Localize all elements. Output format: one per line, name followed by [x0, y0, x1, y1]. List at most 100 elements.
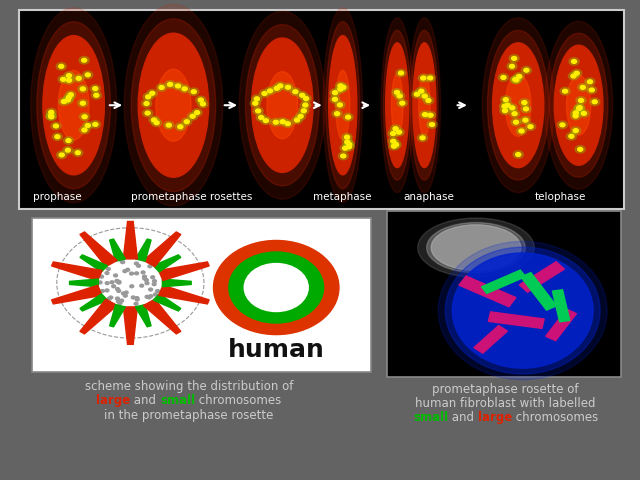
Circle shape [182, 118, 192, 126]
Circle shape [525, 123, 536, 131]
Circle shape [278, 118, 288, 125]
Circle shape [85, 73, 90, 77]
Circle shape [64, 94, 74, 101]
Circle shape [140, 284, 143, 287]
Circle shape [260, 117, 271, 124]
Circle shape [273, 120, 278, 124]
Polygon shape [80, 294, 108, 311]
Circle shape [74, 74, 84, 82]
Circle shape [143, 275, 147, 278]
Circle shape [283, 84, 293, 91]
Circle shape [519, 99, 529, 107]
Text: anaphase: anaphase [403, 192, 454, 202]
Circle shape [145, 282, 149, 285]
Circle shape [428, 76, 433, 80]
Circle shape [585, 78, 595, 85]
Polygon shape [124, 221, 138, 259]
Circle shape [345, 140, 350, 144]
Ellipse shape [452, 253, 593, 368]
Circle shape [147, 89, 157, 97]
Text: prometaphase rosette of: prometaphase rosette of [433, 383, 579, 396]
Circle shape [400, 101, 405, 105]
Text: chromosomes: chromosomes [195, 394, 282, 408]
Circle shape [152, 280, 156, 283]
Circle shape [117, 289, 121, 292]
Circle shape [513, 120, 518, 124]
Circle shape [184, 120, 189, 124]
Circle shape [426, 111, 436, 119]
Polygon shape [520, 262, 564, 292]
Circle shape [250, 99, 260, 107]
Circle shape [428, 113, 433, 117]
Circle shape [576, 96, 586, 104]
Polygon shape [481, 270, 525, 293]
Circle shape [560, 123, 565, 127]
Circle shape [577, 106, 582, 109]
Circle shape [344, 141, 355, 148]
Circle shape [85, 124, 90, 128]
Circle shape [66, 139, 71, 143]
Ellipse shape [138, 33, 209, 177]
Circle shape [563, 89, 568, 93]
Circle shape [116, 280, 120, 283]
Circle shape [412, 90, 422, 98]
Circle shape [571, 127, 581, 134]
Circle shape [574, 105, 584, 112]
Circle shape [420, 111, 430, 119]
Circle shape [522, 66, 532, 74]
Circle shape [67, 96, 72, 99]
Ellipse shape [239, 11, 325, 199]
Circle shape [499, 73, 509, 81]
Circle shape [244, 264, 308, 312]
Circle shape [116, 297, 120, 300]
Circle shape [509, 106, 515, 110]
Text: human: human [228, 338, 324, 362]
Circle shape [589, 88, 595, 92]
Polygon shape [159, 285, 209, 304]
Circle shape [196, 96, 206, 104]
Circle shape [59, 98, 69, 106]
Circle shape [392, 88, 402, 96]
Circle shape [83, 122, 93, 130]
Circle shape [145, 279, 148, 282]
Circle shape [507, 104, 517, 112]
Circle shape [64, 76, 74, 84]
Circle shape [344, 143, 354, 151]
Text: telophase: telophase [534, 192, 586, 202]
Circle shape [123, 270, 127, 273]
Ellipse shape [392, 74, 403, 136]
Ellipse shape [323, 8, 362, 203]
Circle shape [58, 75, 68, 83]
Polygon shape [488, 312, 544, 328]
Circle shape [79, 57, 89, 64]
Circle shape [259, 90, 269, 97]
Circle shape [340, 144, 350, 152]
Circle shape [335, 85, 346, 93]
Circle shape [303, 96, 308, 100]
Text: and: and [131, 394, 160, 408]
Circle shape [589, 98, 600, 106]
Circle shape [148, 288, 152, 291]
Circle shape [152, 118, 157, 122]
Circle shape [182, 87, 187, 91]
Circle shape [49, 115, 54, 119]
Ellipse shape [252, 38, 313, 172]
Bar [32, 218, 371, 372]
Polygon shape [80, 255, 108, 272]
Circle shape [426, 98, 431, 102]
Circle shape [271, 84, 282, 92]
Circle shape [124, 294, 127, 297]
Circle shape [59, 64, 64, 68]
Circle shape [229, 252, 324, 323]
Circle shape [394, 90, 399, 94]
Circle shape [59, 153, 64, 157]
Circle shape [514, 78, 519, 82]
Circle shape [152, 283, 156, 286]
Circle shape [116, 300, 120, 303]
Circle shape [156, 84, 166, 91]
Circle shape [528, 125, 533, 129]
Circle shape [291, 88, 301, 96]
Polygon shape [80, 232, 117, 266]
Circle shape [332, 91, 337, 95]
Circle shape [52, 133, 63, 141]
